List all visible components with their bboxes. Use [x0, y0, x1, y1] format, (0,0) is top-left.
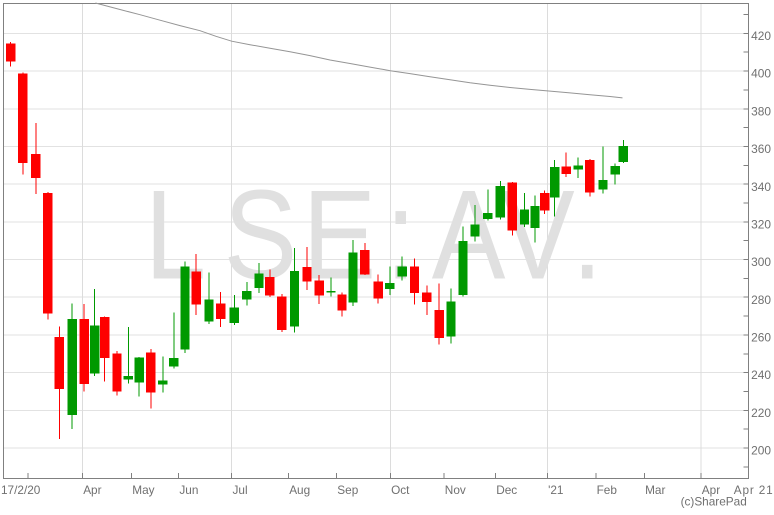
svg-text:340: 340: [751, 180, 771, 194]
svg-text:Jul: Jul: [233, 483, 248, 497]
svg-text:380: 380: [751, 104, 771, 118]
svg-text:Apr 21: Apr 21: [734, 483, 774, 497]
svg-text:17/2/20: 17/2/20: [1, 483, 41, 497]
svg-text:Dec: Dec: [496, 483, 517, 497]
svg-text:300: 300: [751, 255, 771, 269]
svg-text:420: 420: [751, 29, 771, 43]
svg-text:'21: '21: [548, 483, 563, 497]
svg-text:360: 360: [751, 142, 771, 156]
svg-text:240: 240: [751, 368, 771, 382]
svg-text:May: May: [132, 483, 154, 497]
svg-text:Apr: Apr: [83, 483, 101, 497]
svg-text:260: 260: [751, 331, 771, 345]
svg-text:Nov: Nov: [445, 483, 466, 497]
svg-text:(c)SharePad: (c)SharePad: [681, 494, 747, 508]
svg-text:Oct: Oct: [391, 483, 410, 497]
svg-text:Mar: Mar: [645, 483, 665, 497]
svg-text:320: 320: [751, 218, 771, 232]
svg-text:280: 280: [751, 293, 771, 307]
svg-text:Aug: Aug: [289, 483, 310, 497]
svg-text:220: 220: [751, 406, 771, 420]
svg-text:400: 400: [751, 67, 771, 81]
svg-text:Jun: Jun: [179, 483, 198, 497]
svg-text:200: 200: [751, 444, 771, 458]
svg-text:Feb: Feb: [597, 483, 618, 497]
svg-text:Sep: Sep: [337, 483, 358, 497]
svg-text:Apr: Apr: [702, 483, 720, 497]
